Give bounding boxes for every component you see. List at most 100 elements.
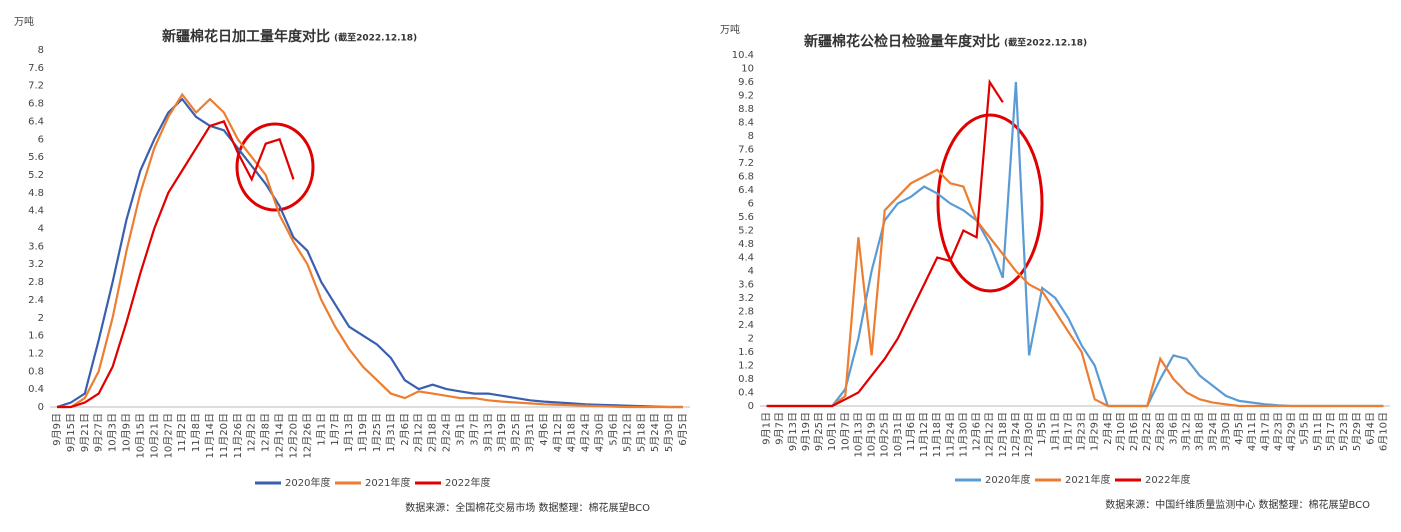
x-tick-label: 11月2日 (176, 413, 188, 452)
y-tick-label: 0.8 (28, 366, 44, 377)
x-tick-label: 9月15日 (65, 413, 77, 452)
x-tick-label: 12月14日 (274, 413, 286, 458)
x-tick-label: 5月11日 (1312, 412, 1324, 451)
x-tick-label: 12月18日 (997, 412, 1009, 457)
legend-label: 2021年度 (365, 476, 410, 489)
x-tick-label: 9月9日 (51, 413, 63, 446)
x-tick-label: 5月29日 (1351, 412, 1363, 451)
y-tick-label: 3.2 (28, 259, 44, 270)
x-tick-label: 6月4日 (1364, 412, 1376, 445)
x-tick-label: 4月30日 (594, 413, 606, 452)
y-tick-label: 8.8 (738, 104, 754, 115)
x-tick-label: 3月6日 (1167, 412, 1179, 445)
x-tick-label: 1月29日 (1089, 412, 1101, 451)
x-tick-label: 10月13日 (852, 412, 864, 457)
x-tick-label: 4月29日 (1286, 412, 1298, 451)
x-tick-label: 3月7日 (468, 413, 480, 446)
x-tick-label: 4月24日 (580, 413, 592, 452)
x-tick-label: 5月24日 (649, 413, 661, 452)
y-axis-label: 万吨 (720, 23, 740, 36)
y-tick-label: 2.8 (28, 277, 44, 288)
x-tick-label: 2月6日 (399, 413, 411, 446)
x-tick-label: 4月11日 (1246, 412, 1258, 451)
x-tick-label: 1月31日 (385, 413, 397, 452)
y-tick-label: 3.2 (738, 293, 754, 304)
x-tick-label: 2月4日 (1102, 412, 1114, 445)
highlight-circle (936, 113, 1044, 293)
x-tick-label: 2月10日 (1115, 412, 1127, 451)
x-tick-label: 10月21日 (148, 413, 160, 458)
x-tick-label: 3月13日 (482, 413, 494, 452)
x-tick-label: 11月14日 (204, 413, 216, 458)
x-tick-label: 2月22日 (1141, 412, 1153, 451)
x-tick-label: 11月6日 (905, 412, 917, 451)
x-tick-label: 10月1日 (826, 412, 838, 451)
x-tick-label: 11月8日 (190, 413, 202, 452)
y-tick-label: 2 (38, 313, 44, 324)
series-line (766, 78, 1004, 408)
x-tick-label: 9月27日 (93, 413, 105, 452)
y-tick-label: 6.4 (738, 185, 754, 196)
x-tick-label: 10月25日 (879, 412, 891, 457)
x-tick-label: 9月19日 (800, 412, 812, 451)
x-tick-label: 5月12日 (621, 413, 633, 452)
y-tick-label: 2 (748, 334, 754, 345)
x-tick-label: 12月12日 (984, 412, 996, 457)
x-tick-label: 1月11日 (1049, 412, 1061, 451)
y-tick-label: 7.2 (28, 81, 44, 92)
y-tick-label: 7.2 (738, 158, 754, 169)
x-tick-label: 12月6日 (971, 412, 983, 451)
x-tick-label: 11月12日 (918, 412, 930, 457)
y-tick-label: 10.4 (732, 50, 754, 61)
x-tick-label: 10月15日 (134, 413, 146, 458)
x-tick-label: 3月24日 (1207, 412, 1219, 451)
x-tick-label: 5月30日 (663, 413, 675, 452)
y-tick-label: 7.6 (28, 63, 44, 74)
y-tick-label: 10 (741, 64, 754, 75)
x-tick-label: 6月5日 (677, 413, 689, 446)
y-tick-label: 0.4 (28, 384, 44, 395)
y-tick-label: 5.6 (738, 212, 754, 223)
x-tick-label: 2月24日 (441, 413, 453, 452)
x-tick-label: 10月9日 (121, 413, 133, 452)
y-tick-label: 5.2 (28, 170, 44, 181)
x-tick-label: 11月20日 (218, 413, 230, 458)
y-tick-label: 7.6 (738, 145, 754, 156)
x-tick-label: 9月7日 (774, 412, 786, 445)
x-tick-label: 10月19日 (866, 412, 878, 457)
x-tick-label: 10月7日 (839, 412, 851, 451)
x-tick-label: 1月13日 (343, 413, 355, 452)
y-tick-label: 1.6 (738, 347, 754, 358)
x-tick-label: 1月19日 (357, 413, 369, 452)
x-tick-label: 3月25日 (510, 413, 522, 452)
y-axis-label: 万吨 (14, 15, 34, 28)
x-tick-label: 11月30日 (957, 412, 969, 457)
x-tick-label: 5月17日 (1325, 412, 1337, 451)
x-tick-label: 2月12日 (413, 413, 425, 452)
x-tick-label: 5月5日 (1299, 412, 1311, 445)
y-tick-label: 4.8 (738, 239, 754, 250)
source-note: 数据来源：全国棉花交易市场 数据整理：棉花展望BCO (405, 501, 650, 514)
y-tick-label: 6.8 (28, 99, 44, 110)
y-tick-label: 4.4 (738, 253, 754, 264)
y-tick-label: 5.2 (738, 226, 754, 237)
legend-label: 2021年度 (1065, 473, 1110, 486)
y-tick-label: 4 (38, 224, 44, 235)
source-note: 数据来源：中国纤维质量监测中心 数据整理：棉花展望BCO (1105, 498, 1370, 511)
x-tick-label: 2月18日 (427, 413, 439, 452)
x-tick-label: 6月10日 (1377, 412, 1389, 451)
y-tick-label: 4.8 (28, 188, 44, 199)
y-tick-label: 8.4 (738, 118, 754, 129)
y-tick-label: 0.4 (738, 388, 754, 399)
x-tick-label: 12月24日 (1010, 412, 1022, 457)
y-tick-label: 8 (748, 131, 754, 142)
y-tick-label: 4 (748, 266, 754, 277)
x-tick-label: 5月23日 (1338, 412, 1350, 451)
y-tick-label: 2.4 (738, 320, 754, 331)
x-tick-label: 1月7日 (329, 413, 341, 446)
x-tick-label: 1月1日 (315, 413, 327, 446)
x-tick-label: 11月18日 (931, 412, 943, 457)
legend-label: 2022年度 (445, 476, 490, 489)
x-tick-label: 2月28日 (1154, 412, 1166, 451)
x-tick-label: 12月20日 (287, 413, 299, 458)
